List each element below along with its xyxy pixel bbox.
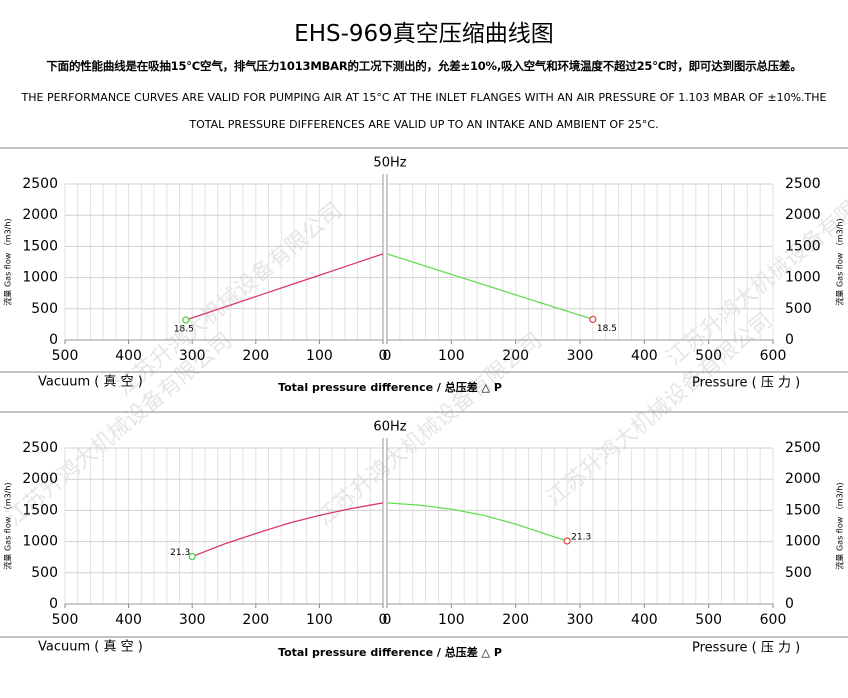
x-tick-label: 200 — [502, 348, 529, 364]
y-tick-label: 2500 — [22, 176, 58, 192]
y-tick-label: 0 — [785, 596, 794, 612]
y-axis-label: 流量 Gas flow （m3/h) — [835, 218, 845, 305]
end-marker — [563, 537, 571, 545]
x-tick-label: 300 — [567, 348, 594, 364]
y-tick-label: 2000 — [785, 471, 821, 487]
y-tick-label: 2000 — [785, 207, 821, 223]
y-tick-label: 500 — [31, 565, 58, 581]
x-tick-label: 100 — [306, 612, 333, 628]
x-tick-label: 300 — [179, 612, 206, 628]
y-axis-label: 流量 Gas flow （m3/h) — [835, 482, 845, 569]
page-title: EHS-969真空压缩曲线图 — [294, 21, 554, 47]
y-tick-label: 1500 — [785, 238, 821, 254]
x-tick-label: 600 — [760, 612, 787, 628]
y-tick-label: 0 — [49, 332, 58, 348]
x-tick-label: 100 — [306, 348, 333, 364]
y-tick-label: 1500 — [785, 502, 821, 518]
y-tick-label: 1000 — [785, 534, 821, 550]
x-tick-label: 0 — [379, 612, 388, 628]
x-tick-label: 500 — [695, 348, 722, 364]
end-marker — [589, 315, 597, 324]
y-tick-label: 2000 — [22, 471, 58, 487]
annotation: 21.3 — [571, 532, 591, 542]
y-tick-label: 500 — [31, 301, 58, 317]
x-tick-label: 400 — [631, 348, 658, 364]
x-tick-label: 0 — [379, 348, 388, 364]
x-tick-label: 600 — [760, 348, 787, 364]
y-tick-label: 1500 — [22, 238, 58, 254]
x-tick-label: 300 — [179, 348, 206, 364]
x-tick-label: 0 — [383, 612, 392, 628]
x-tick-label: 500 — [52, 348, 79, 364]
x-tick-label: 0 — [383, 348, 392, 364]
x-axis-label: Total pressure difference / 总压差 △ P — [278, 645, 502, 659]
x-tick-label: 300 — [567, 612, 594, 628]
y-tick-label: 1000 — [22, 534, 58, 550]
y-tick-label: 0 — [785, 332, 794, 348]
y-tick-label: 2500 — [22, 440, 58, 456]
y-tick-label: 2500 — [785, 440, 821, 456]
series-line — [191, 502, 384, 558]
left-label: Vacuum ( 真 空 ) — [38, 375, 143, 390]
watermark: 江苏升鸿大机械设备有限公司 — [542, 308, 777, 511]
y-tick-label: 2500 — [785, 176, 821, 192]
x-tick-label: 200 — [502, 612, 529, 628]
y-tick-label: 0 — [49, 596, 58, 612]
chart-title: 60Hz — [373, 420, 406, 435]
x-tick-label: 500 — [695, 612, 722, 628]
y-tick-label: 1000 — [22, 270, 58, 286]
y-tick-label: 500 — [785, 301, 812, 317]
x-tick-label: 400 — [115, 348, 142, 364]
x-tick-label: 200 — [242, 348, 269, 364]
y-axis-label: 流量 Gas flow （m3/h) — [3, 218, 13, 305]
left-label: Vacuum ( 真 空 ) — [38, 640, 143, 655]
subtitle-en: THE PERFORMANCE CURVES ARE VALID FOR PUM… — [21, 91, 827, 131]
annotation: 18.5 — [597, 324, 617, 334]
watermark: 江苏升鸿大机械设备有限公司 — [112, 198, 347, 401]
subtitle-cn: 下面的性能曲线是在吸抽15°C空气，排气压力1013MBAR的工况下测出的，允差… — [46, 59, 802, 73]
y-axis-label: 流量 Gas flow （m3/h) — [3, 482, 13, 569]
end-marker — [182, 316, 190, 324]
series-line — [386, 502, 568, 542]
end-marker — [188, 552, 196, 561]
x-axis-label: Total pressure difference / 总压差 △ P — [278, 380, 502, 394]
x-tick-label: 400 — [115, 612, 142, 628]
chart-title: 50Hz — [373, 156, 406, 171]
x-tick-label: 400 — [631, 612, 658, 628]
x-tick-label: 100 — [438, 612, 465, 628]
y-tick-label: 1000 — [785, 270, 821, 286]
right-label: Pressure ( 压 力 ) — [692, 641, 800, 656]
x-tick-label: 200 — [242, 612, 269, 628]
series-line — [185, 253, 384, 321]
annotation: 18.5 — [174, 325, 194, 335]
annotation: 21.3 — [170, 548, 190, 558]
x-tick-label: 100 — [438, 348, 465, 364]
y-tick-label: 2000 — [22, 207, 58, 223]
series-line — [386, 253, 594, 321]
y-tick-label: 500 — [785, 565, 812, 581]
right-label: Pressure ( 压 力 ) — [692, 376, 800, 391]
x-tick-label: 500 — [52, 612, 79, 628]
y-tick-label: 1500 — [22, 502, 58, 518]
